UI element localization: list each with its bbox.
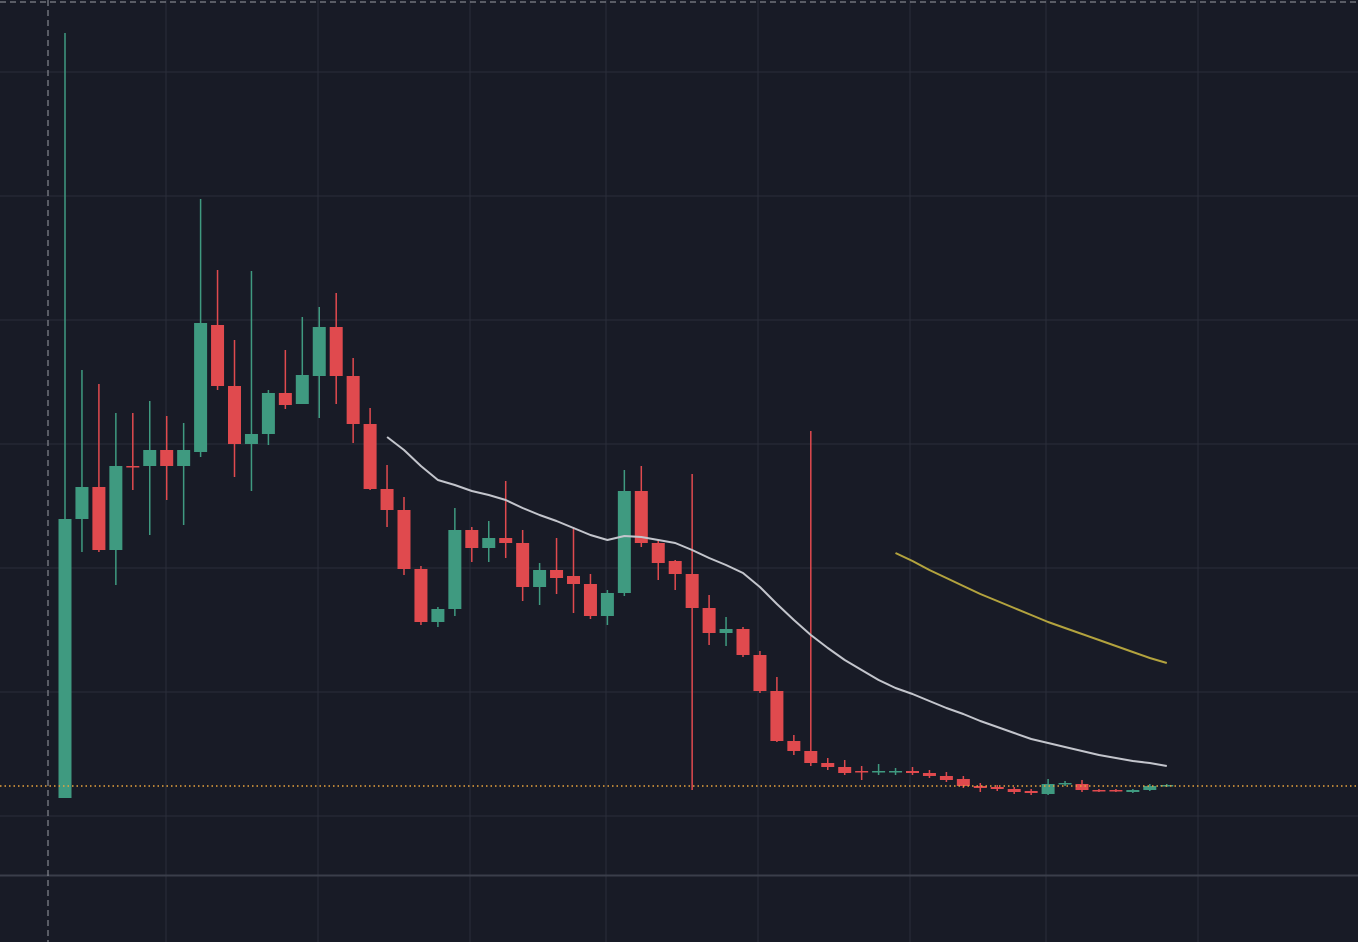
candle-body xyxy=(346,376,360,424)
candle-body xyxy=(329,327,343,376)
plot xyxy=(0,33,1358,798)
candle-body xyxy=(550,570,564,578)
candle-body xyxy=(194,323,208,452)
candle-body xyxy=(211,325,225,386)
candle-body xyxy=(787,741,801,751)
candle-body xyxy=(177,450,191,466)
candle-body xyxy=(448,530,462,609)
candle-body xyxy=(922,773,936,776)
candle-body xyxy=(1024,791,1038,793)
candle-body xyxy=(363,424,377,489)
candle-body xyxy=(261,393,275,434)
candle-body xyxy=(109,466,123,550)
candle-body xyxy=(855,771,869,773)
candle-body xyxy=(160,450,174,466)
candle-body xyxy=(516,543,530,587)
candle-body xyxy=(1126,790,1140,792)
candle-body xyxy=(973,786,987,788)
candle-body xyxy=(1007,789,1021,792)
candle-body xyxy=(126,466,140,468)
candle-body xyxy=(465,530,479,548)
horizontal-grid xyxy=(0,71,1358,817)
candle-body xyxy=(685,574,699,608)
candle-body xyxy=(380,489,394,510)
moving-average-line xyxy=(895,552,1168,664)
candle-body xyxy=(770,691,784,741)
moving-average-line xyxy=(386,436,1167,767)
candle-body xyxy=(1041,784,1055,794)
candle-body xyxy=(939,776,953,780)
candle-body xyxy=(821,763,835,767)
candle-body xyxy=(312,327,326,376)
candle-body xyxy=(990,787,1004,789)
candle-body xyxy=(499,538,513,543)
candle-body xyxy=(600,593,614,616)
candle-body xyxy=(482,538,496,548)
candle-body xyxy=(431,609,445,622)
candle-body xyxy=(956,779,970,786)
candle-body xyxy=(1109,790,1123,792)
candle-body xyxy=(804,751,818,763)
candle-body xyxy=(1092,790,1106,792)
candle-body xyxy=(753,655,767,691)
candle-body xyxy=(906,771,919,773)
candle-body xyxy=(244,434,258,444)
candle-body xyxy=(736,629,750,655)
candle-body xyxy=(889,771,903,773)
candle-body xyxy=(668,561,682,574)
candle-body xyxy=(533,570,547,587)
candle-body xyxy=(1058,783,1072,785)
candle-body xyxy=(719,629,733,633)
candle-body xyxy=(414,569,428,622)
candle-body xyxy=(634,491,648,543)
candle-body xyxy=(617,491,631,593)
candle-body xyxy=(397,510,411,569)
candle-body xyxy=(1143,786,1157,790)
candle-body xyxy=(228,386,241,444)
candle-body xyxy=(75,487,89,519)
candle-body xyxy=(58,519,72,798)
candle-body xyxy=(651,543,665,563)
candle-body xyxy=(92,487,106,550)
candle-body xyxy=(295,375,309,404)
candle-body xyxy=(583,584,597,616)
candle-body xyxy=(567,576,580,584)
candle-body xyxy=(278,393,292,405)
vertical-grid xyxy=(165,0,1199,942)
candle-body xyxy=(702,608,716,633)
candle-body xyxy=(838,767,852,773)
candle-body xyxy=(143,450,157,466)
candle-body xyxy=(872,771,886,773)
candle-body xyxy=(1075,784,1089,790)
